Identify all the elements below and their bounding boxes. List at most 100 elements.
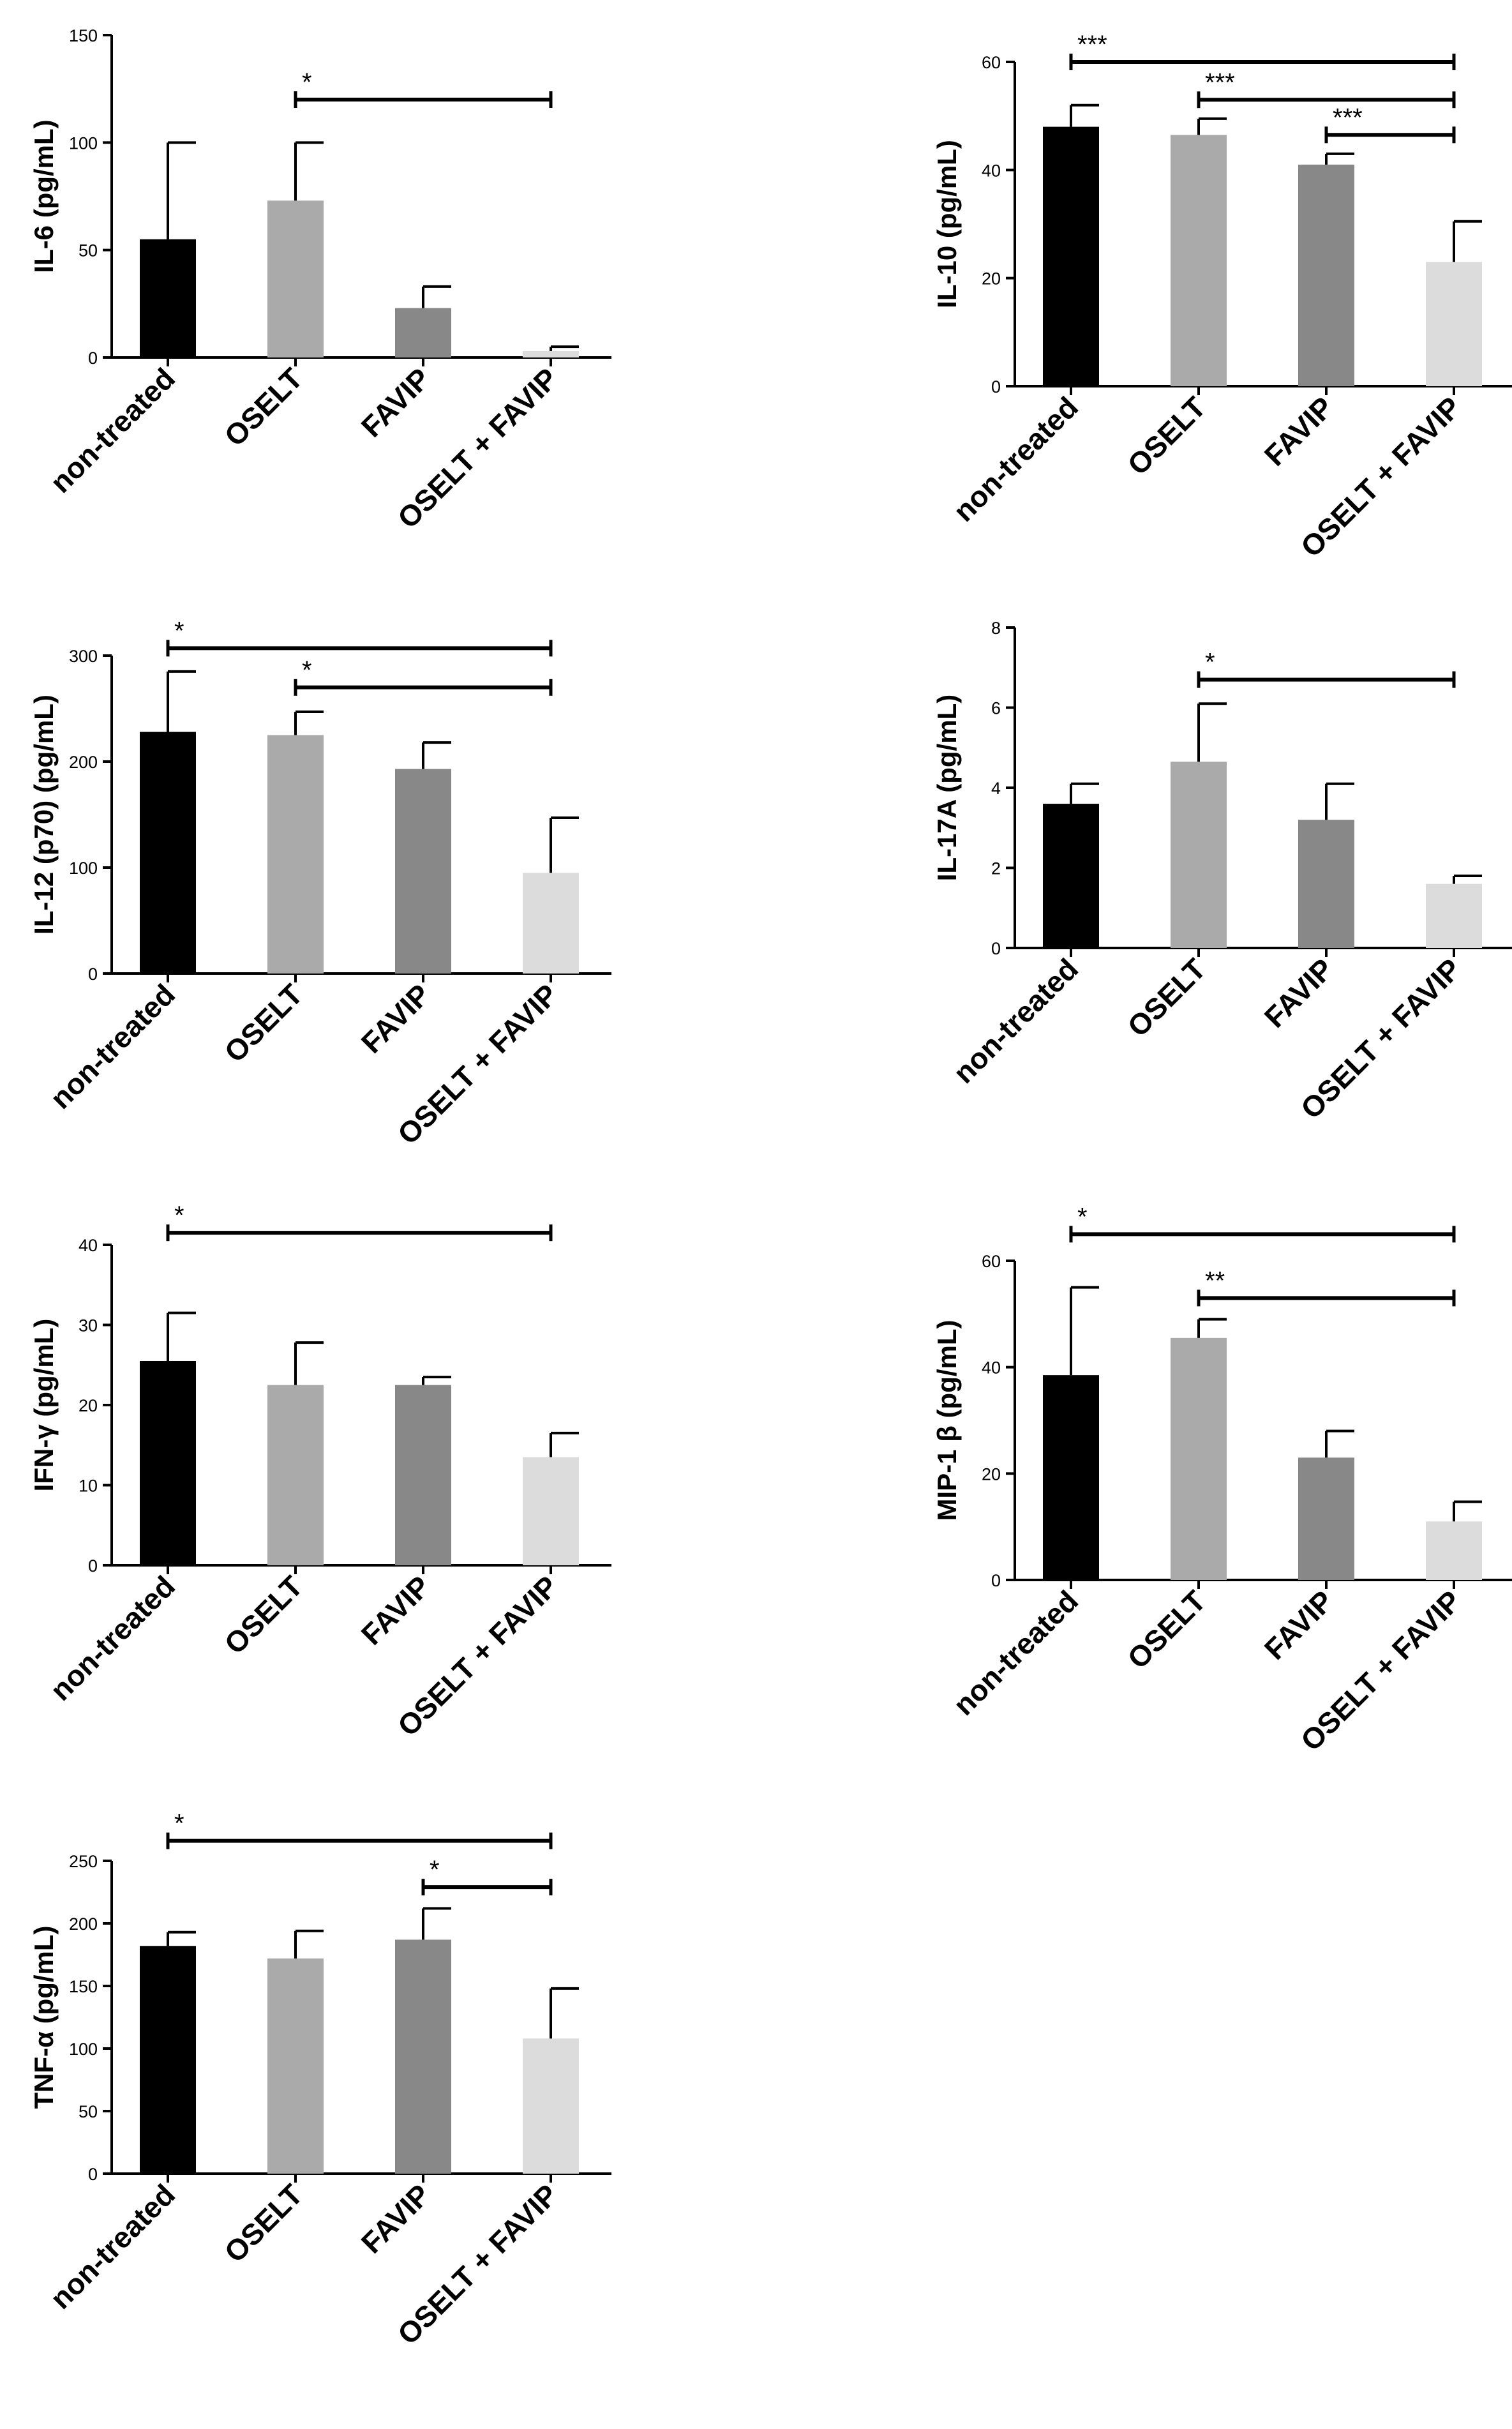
chart-mip-1-category-label-favip: FAVIP (1258, 1584, 1340, 1666)
chart-il-6-bar-oselt-favip (523, 350, 579, 357)
chart-ifn-y-tick-label: 0 (88, 1556, 98, 1575)
chart-tnf-y-tick-label: 100 (69, 2040, 98, 2059)
chart-il-6-y-tick-label: 50 (79, 241, 98, 260)
chart-tnf-bar-favip (395, 1939, 451, 2174)
chart-il-17a-category-label-non-treated: non-treated (947, 952, 1084, 1090)
chart-il-12-category-label-non-treated: non-treated (43, 977, 181, 1115)
chart-mip-1-significance-label: ** (1205, 1267, 1225, 1295)
chart-il-10-bar-oselt-favip (1426, 262, 1482, 386)
chart-il-17a-significance-bracket (1197, 671, 1456, 688)
chart-il-6-error-bar-oselt-favip (550, 345, 579, 351)
chart-tnf-significance-bracket (166, 1832, 553, 1849)
chart-il-6-error-bar-non-treated (167, 141, 196, 239)
chart-tnf-significance-label: * (430, 1856, 440, 1884)
chart-tnf-bar-oselt (267, 1958, 324, 2174)
chart-ifn-panel: 0 10 20 30 40 IFN-γ (pg/mL) non-treated OSELT FA… (29, 1201, 611, 1743)
chart-il-6-significance-bracket (294, 91, 553, 108)
chart-ifn-bar-non-treated (140, 1360, 196, 1565)
chart-il-6-y-tick-label: 100 (69, 133, 98, 153)
chart-il-6-error-bar-oselt (294, 141, 324, 201)
chart-il-6-y-tick-label: 150 (69, 26, 98, 45)
chart-il-6-category-label-favip: FAVIP (355, 361, 437, 443)
chart-mip-1-panel: 0 20 40 60 MIP-1 β (pg/mL) non-treated OSELT FA… (932, 1203, 1512, 1757)
chart-ifn-significance-label: * (174, 1201, 184, 1230)
chart-il-10-significance-label: *** (1205, 68, 1235, 96)
chart-il-6-bar-oselt (267, 200, 324, 357)
chart-il-10-significance-bracket (1197, 91, 1456, 109)
chart-tnf-significance-bracket (421, 1879, 553, 1896)
chart-il-12-category-label-oselt: OSELT (218, 977, 309, 1069)
chart-il-12-bar-non-treated (140, 732, 196, 974)
chart-il-12-panel: 0 100 200 300 IL-12 (p70) (pg/mL) non-treated… (29, 617, 611, 1151)
chart-il-12-error-bar-non-treated (167, 670, 196, 732)
chart-il-10-y-tick-label: 20 (982, 269, 1001, 289)
chart-ifn-category-label-non-treated: non-treated (43, 1569, 181, 1707)
chart-il-17a-category-label-favip: FAVIP (1258, 952, 1340, 1034)
chart-tnf-y-tick-label: 200 (69, 1914, 98, 1934)
chart-ifn-y-axis-title: IFN-γ (pg/mL) (29, 1319, 59, 1492)
chart-il-12-significance-label: * (174, 617, 184, 645)
chart-il-17a-error-bar-oselt (1197, 702, 1227, 762)
chart-tnf-category-label-non-treated: non-treated (43, 2177, 181, 2315)
chart-ifn-bar-oselt (267, 1385, 324, 1565)
chart-il-10-significance-bracket (1069, 54, 1456, 70)
chart-mip-1-y-tick-label: 60 (982, 1252, 1001, 1271)
chart-il-17a-bar-non-treated (1043, 804, 1099, 948)
chart-il-10-y-axis-title: IL-10 (pg/mL) (932, 140, 962, 308)
chart-il-6-significance-label: * (302, 68, 312, 96)
chart-ifn-bar-oselt-favip (523, 1457, 579, 1565)
chart-il-12-category-label-favip: FAVIP (355, 977, 437, 1059)
chart-tnf-y-tick-label: 150 (69, 1977, 98, 1996)
chart-ifn-bar-favip (395, 1385, 451, 1565)
chart-ifn-error-bar-oselt-favip (550, 1431, 579, 1457)
chart-mip-1-y-tick-label: 0 (991, 1571, 1001, 1590)
chart-ifn-significance-bracket (166, 1224, 553, 1242)
chart-mip-1-error-bar-oselt (1197, 1318, 1227, 1338)
chart-il-6-y-tick-label: 0 (88, 349, 98, 368)
chart-tnf-significance-label: * (174, 1810, 184, 1838)
chart-il-6-panel: 0 50 100 150 IL-6 (pg/mL) non-treated OSELT FAV… (29, 26, 611, 535)
chart-mip-1-significance-bracket (1197, 1290, 1456, 1307)
chart-tnf-y-tick-label: 50 (79, 2102, 98, 2121)
chart-il-6-error-bar-favip (422, 285, 451, 308)
chart-il-6-bar-favip (395, 308, 451, 357)
chart-mip-1-error-bar-oselt-favip (1453, 1500, 1482, 1522)
chart-il-17a-y-tick-label: 8 (991, 619, 1001, 638)
chart-il-6-category-label-non-treated: non-treated (43, 361, 181, 499)
chart-il-17a-y-tick-label: 6 (991, 699, 1001, 718)
chart-ifn-category-label-favip: FAVIP (355, 1569, 437, 1651)
chart-mip-1-y-tick-label: 20 (982, 1464, 1001, 1484)
chart-il-17a-bar-oselt (1171, 762, 1227, 948)
chart-il-12-y-tick-label: 100 (69, 859, 98, 878)
chart-il-10-y-tick-label: 40 (982, 161, 1001, 180)
chart-tnf-error-bar-favip (422, 1907, 451, 1940)
chart-ifn-y-tick-label: 10 (79, 1477, 98, 1496)
chart-il-12-error-bar-favip (422, 741, 451, 769)
chart-tnf-panel: 0 50 100 150 200 250 TNF-α (pg/mL) non-treated O… (29, 1810, 611, 2351)
chart-tnf-bar-non-treated (140, 1946, 196, 2174)
chart-il-17a-error-bar-oselt-favip (1453, 875, 1482, 884)
chart-tnf-category-label-favip: FAVIP (355, 2177, 437, 2259)
chart-il-17a-bar-oselt-favip (1426, 884, 1482, 948)
chart-il-17a-category-label-oselt: OSELT (1121, 952, 1212, 1043)
chart-il-12-error-bar-oselt-favip (550, 816, 579, 873)
chart-mip-1-error-bar-non-treated (1070, 1286, 1099, 1376)
chart-ifn-error-bar-favip (422, 1376, 451, 1385)
chart-il-6-category-label-oselt: OSELT (218, 361, 309, 453)
chart-il-10-significance-label: *** (1333, 103, 1363, 132)
chart-il-12-bar-oselt (267, 735, 324, 974)
chart-il-12-y-axis-title: IL-12 (p70) (pg/mL) (29, 695, 59, 935)
chart-il-17a-error-bar-non-treated (1070, 782, 1099, 804)
chart-mip-1-bar-non-treated (1043, 1375, 1099, 1580)
chart-ifn-y-tick-label: 40 (79, 1236, 98, 1255)
chart-mip-1-y-axis-title: MIP-1 β (pg/mL) (932, 1320, 962, 1521)
chart-il-12-y-tick-label: 300 (69, 647, 98, 666)
chart-il-12-significance-label: * (302, 656, 312, 684)
chart-tnf-y-axis-title: TNF-α (pg/mL) (29, 1925, 59, 2109)
chart-mip-1-significance-label: * (1077, 1203, 1088, 1231)
chart-mip-1-y-tick-label: 40 (982, 1358, 1001, 1378)
chart-il-17a-bar-favip (1298, 820, 1354, 948)
chart-il-10-bar-favip (1298, 164, 1354, 386)
chart-il-10-error-bar-oselt-favip (1453, 220, 1482, 262)
